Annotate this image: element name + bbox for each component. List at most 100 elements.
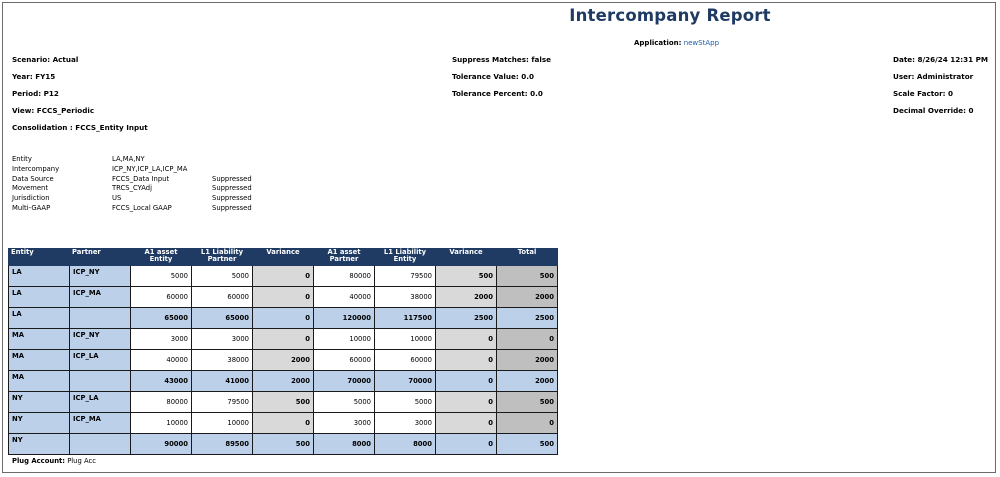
variance-cell: 0 bbox=[252, 286, 314, 308]
a1-asset-entity-cell: 5000 bbox=[130, 265, 192, 287]
filter-row: Intercompany ICP_NY,ICP_LA,ICP_MA bbox=[12, 165, 252, 175]
a1-asset-entity-cell: 60000 bbox=[130, 286, 192, 308]
variance-cell: 0 bbox=[435, 328, 497, 350]
l1-liability-entity-cell: 10000 bbox=[374, 328, 436, 350]
filter-row: Data Source FCCS_Data Input Suppressed bbox=[12, 175, 252, 185]
total-cell: 2000 bbox=[496, 370, 558, 392]
plug-account-value: Plug Acc bbox=[67, 457, 96, 465]
row-entity-cell: LA bbox=[8, 265, 70, 287]
filter-row: Multi-GAAP FCCS_Local GAAP Suppressed bbox=[12, 204, 252, 214]
l1-liability-partner-cell: 41000 bbox=[191, 370, 253, 392]
total-cell: 0 bbox=[496, 412, 558, 434]
row-partner-cell: ICP_NY bbox=[69, 265, 131, 287]
filter-value: US bbox=[112, 194, 122, 203]
variance-cell: 0 bbox=[435, 412, 497, 434]
l1-liability-entity-cell: 60000 bbox=[374, 349, 436, 371]
filter-name: Jurisdiction bbox=[12, 194, 50, 203]
variance-cell: 0 bbox=[435, 433, 497, 455]
column-header-variance: Variance bbox=[252, 248, 314, 266]
a1-asset-partner-cell: 3000 bbox=[313, 412, 375, 434]
filter-row: Entity LA,MA,NY bbox=[12, 155, 252, 165]
filter-value: FCCS_Local GAAP bbox=[112, 203, 172, 212]
l1-liability-partner-cell: 5000 bbox=[191, 265, 253, 287]
filter-name: Multi-GAAP bbox=[12, 203, 51, 212]
l1-liability-partner-cell: 79500 bbox=[191, 391, 253, 413]
variance-cell: 2000 bbox=[435, 286, 497, 308]
row-partner-cell bbox=[69, 370, 131, 392]
row-partner-cell: ICP_LA bbox=[69, 349, 131, 371]
total-cell: 0 bbox=[496, 328, 558, 350]
user-field: User: Administrator bbox=[893, 72, 974, 81]
tolerance-percent-field: Tolerance Percent: 0.0 bbox=[452, 89, 543, 98]
consolidation-field: Consolidation : FCCS_Entity Input bbox=[12, 123, 148, 132]
filter-row: Movement TRCS_CYAdj Suppressed bbox=[12, 184, 252, 194]
row-partner-cell: ICP_NY bbox=[69, 328, 131, 350]
total-cell: 2000 bbox=[496, 286, 558, 308]
variance-cell: 2500 bbox=[435, 307, 497, 329]
table-row: NY ICP_MA 10000 10000 0 3000 3000 0 0 bbox=[8, 412, 558, 434]
filter-list: Entity LA,MA,NY Intercompany ICP_NY,ICP_… bbox=[12, 155, 252, 214]
a1-asset-entity-cell: 10000 bbox=[130, 412, 192, 434]
filter-value: LA,MA,NY bbox=[112, 155, 145, 163]
table-row: LA ICP_MA 60000 60000 0 40000 38000 2000 2000 bbox=[8, 286, 558, 308]
variance-cell: 2000 bbox=[252, 370, 314, 392]
l1-liability-partner-cell: 3000 bbox=[191, 328, 253, 350]
row-partner-cell: ICP_MA bbox=[69, 412, 131, 434]
column-header-variance-2: Variance bbox=[435, 248, 497, 266]
total-cell: 500 bbox=[496, 433, 558, 455]
application-line: Application: newStApp bbox=[634, 39, 719, 47]
application-label: Application: bbox=[634, 39, 682, 47]
plug-account: Plug Account: Plug Acc bbox=[12, 457, 96, 465]
subtotal-row: LA 65000 65000 0 120000 117500 2500 2500 bbox=[8, 307, 558, 329]
a1-asset-partner-cell: 60000 bbox=[313, 349, 375, 371]
row-entity-cell: MA bbox=[8, 370, 70, 392]
a1-asset-partner-cell: 8000 bbox=[313, 433, 375, 455]
variance-cell: 0 bbox=[435, 349, 497, 371]
variance-cell: 0 bbox=[435, 370, 497, 392]
total-cell: 2000 bbox=[496, 349, 558, 371]
variance-cell: 0 bbox=[252, 412, 314, 434]
l1-liability-entity-cell: 38000 bbox=[374, 286, 436, 308]
column-header-total: Total bbox=[496, 248, 558, 266]
subtotal-row: NY 90000 89500 500 8000 8000 0 500 bbox=[8, 433, 558, 455]
total-cell: 2500 bbox=[496, 307, 558, 329]
date-field: Date: 8/26/24 12:31 PM bbox=[893, 55, 989, 64]
row-entity-cell: MA bbox=[8, 328, 70, 350]
filter-status: Suppressed bbox=[212, 203, 252, 212]
total-cell: 500 bbox=[496, 391, 558, 413]
table-header-row: Entity Partner A1 asset Entity L1 Liabil… bbox=[8, 248, 558, 266]
row-partner-cell: ICP_MA bbox=[69, 286, 131, 308]
l1-liability-partner-cell: 38000 bbox=[191, 349, 253, 371]
plug-account-label: Plug Account: bbox=[12, 457, 66, 465]
a1-asset-entity-cell: 40000 bbox=[130, 349, 192, 371]
column-header-entity: Entity bbox=[8, 248, 70, 266]
column-header-l1-liability-entity: L1 Liability Entity bbox=[374, 248, 436, 266]
a1-asset-partner-cell: 80000 bbox=[313, 265, 375, 287]
a1-asset-partner-cell: 10000 bbox=[313, 328, 375, 350]
a1-asset-entity-cell: 80000 bbox=[130, 391, 192, 413]
filter-row: Jurisdiction US Suppressed bbox=[12, 194, 252, 204]
table-row: LA ICP_NY 5000 5000 0 80000 79500 500 500 bbox=[8, 265, 558, 287]
report-title: Intercompany Report bbox=[569, 6, 771, 25]
row-partner-cell bbox=[69, 307, 131, 329]
a1-asset-entity-cell: 90000 bbox=[130, 433, 192, 455]
variance-cell: 2000 bbox=[252, 349, 314, 371]
a1-asset-entity-cell: 65000 bbox=[130, 307, 192, 329]
filter-status: Suppressed bbox=[212, 184, 252, 193]
table-row: MA ICP_LA 40000 38000 2000 60000 60000 0 2000 bbox=[8, 349, 558, 371]
column-header-a1-asset-entity: A1 asset Entity bbox=[130, 248, 192, 266]
variance-cell: 0 bbox=[252, 328, 314, 350]
table-row: MA ICP_NY 3000 3000 0 10000 10000 0 0 bbox=[8, 328, 558, 350]
column-header-l1-liability-partner: L1 Liability Partner bbox=[191, 248, 253, 266]
a1-asset-partner-cell: 120000 bbox=[313, 307, 375, 329]
row-partner-cell: ICP_LA bbox=[69, 391, 131, 413]
l1-liability-entity-cell: 79500 bbox=[374, 265, 436, 287]
l1-liability-partner-cell: 60000 bbox=[191, 286, 253, 308]
row-entity-cell: MA bbox=[8, 349, 70, 371]
row-partner-cell bbox=[69, 433, 131, 455]
row-entity-cell: NY bbox=[8, 391, 70, 413]
period-field: Period: P12 bbox=[12, 89, 59, 98]
a1-asset-partner-cell: 5000 bbox=[313, 391, 375, 413]
total-cell: 500 bbox=[496, 265, 558, 287]
